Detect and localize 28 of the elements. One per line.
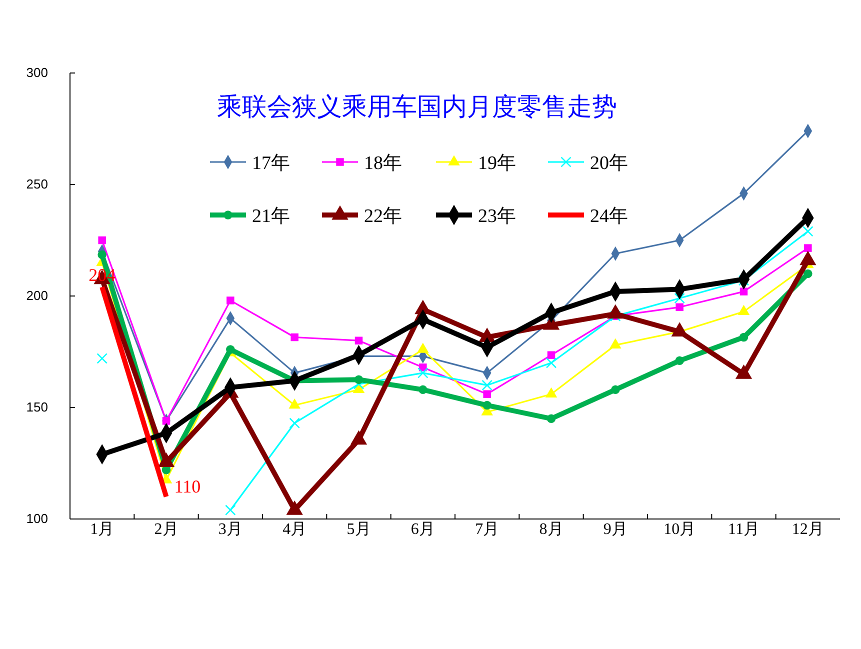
data-label: 204 — [88, 265, 116, 286]
text: 乘联会狭义乘用车国内月度零售走势 — [217, 92, 617, 121]
legend-label: 17年 — [252, 153, 290, 174]
y-tick-label: 150 — [26, 400, 48, 415]
x-tick-label: 1月 — [90, 521, 114, 538]
x-tick-label: 6月 — [410, 521, 435, 538]
legend-label: 24年 — [590, 206, 628, 227]
x-tick-label: 8月 — [539, 521, 564, 538]
x-tick-label: 4月 — [282, 521, 307, 538]
y-tick-label: 100 — [26, 511, 48, 526]
x-tick-label: 9月 — [603, 521, 628, 538]
y-tick-label: 200 — [26, 288, 48, 304]
legend-label: 20年 — [590, 153, 628, 174]
legend-label: 23年 — [478, 206, 516, 227]
x-tick-label: 7月 — [475, 521, 500, 538]
x-tick-label: 3月 — [218, 521, 242, 538]
y-tick-label: 250 — [26, 176, 48, 192]
legend-label: 18年 — [364, 153, 402, 174]
legend-label: 21年 — [252, 206, 290, 227]
data-label: 110 — [174, 476, 201, 497]
x-tick-label: 5月 — [346, 521, 371, 538]
y-tick-label: 300 — [26, 65, 48, 80]
x-tick-label: 2月 — [154, 521, 178, 538]
x-tick-label: 12月 — [792, 521, 824, 538]
legend-label: 22年 — [364, 206, 402, 227]
legend-label: 19年 — [478, 153, 516, 174]
x-tick-label: 10月 — [664, 521, 696, 538]
x-tick-label: 11月 — [728, 521, 760, 538]
